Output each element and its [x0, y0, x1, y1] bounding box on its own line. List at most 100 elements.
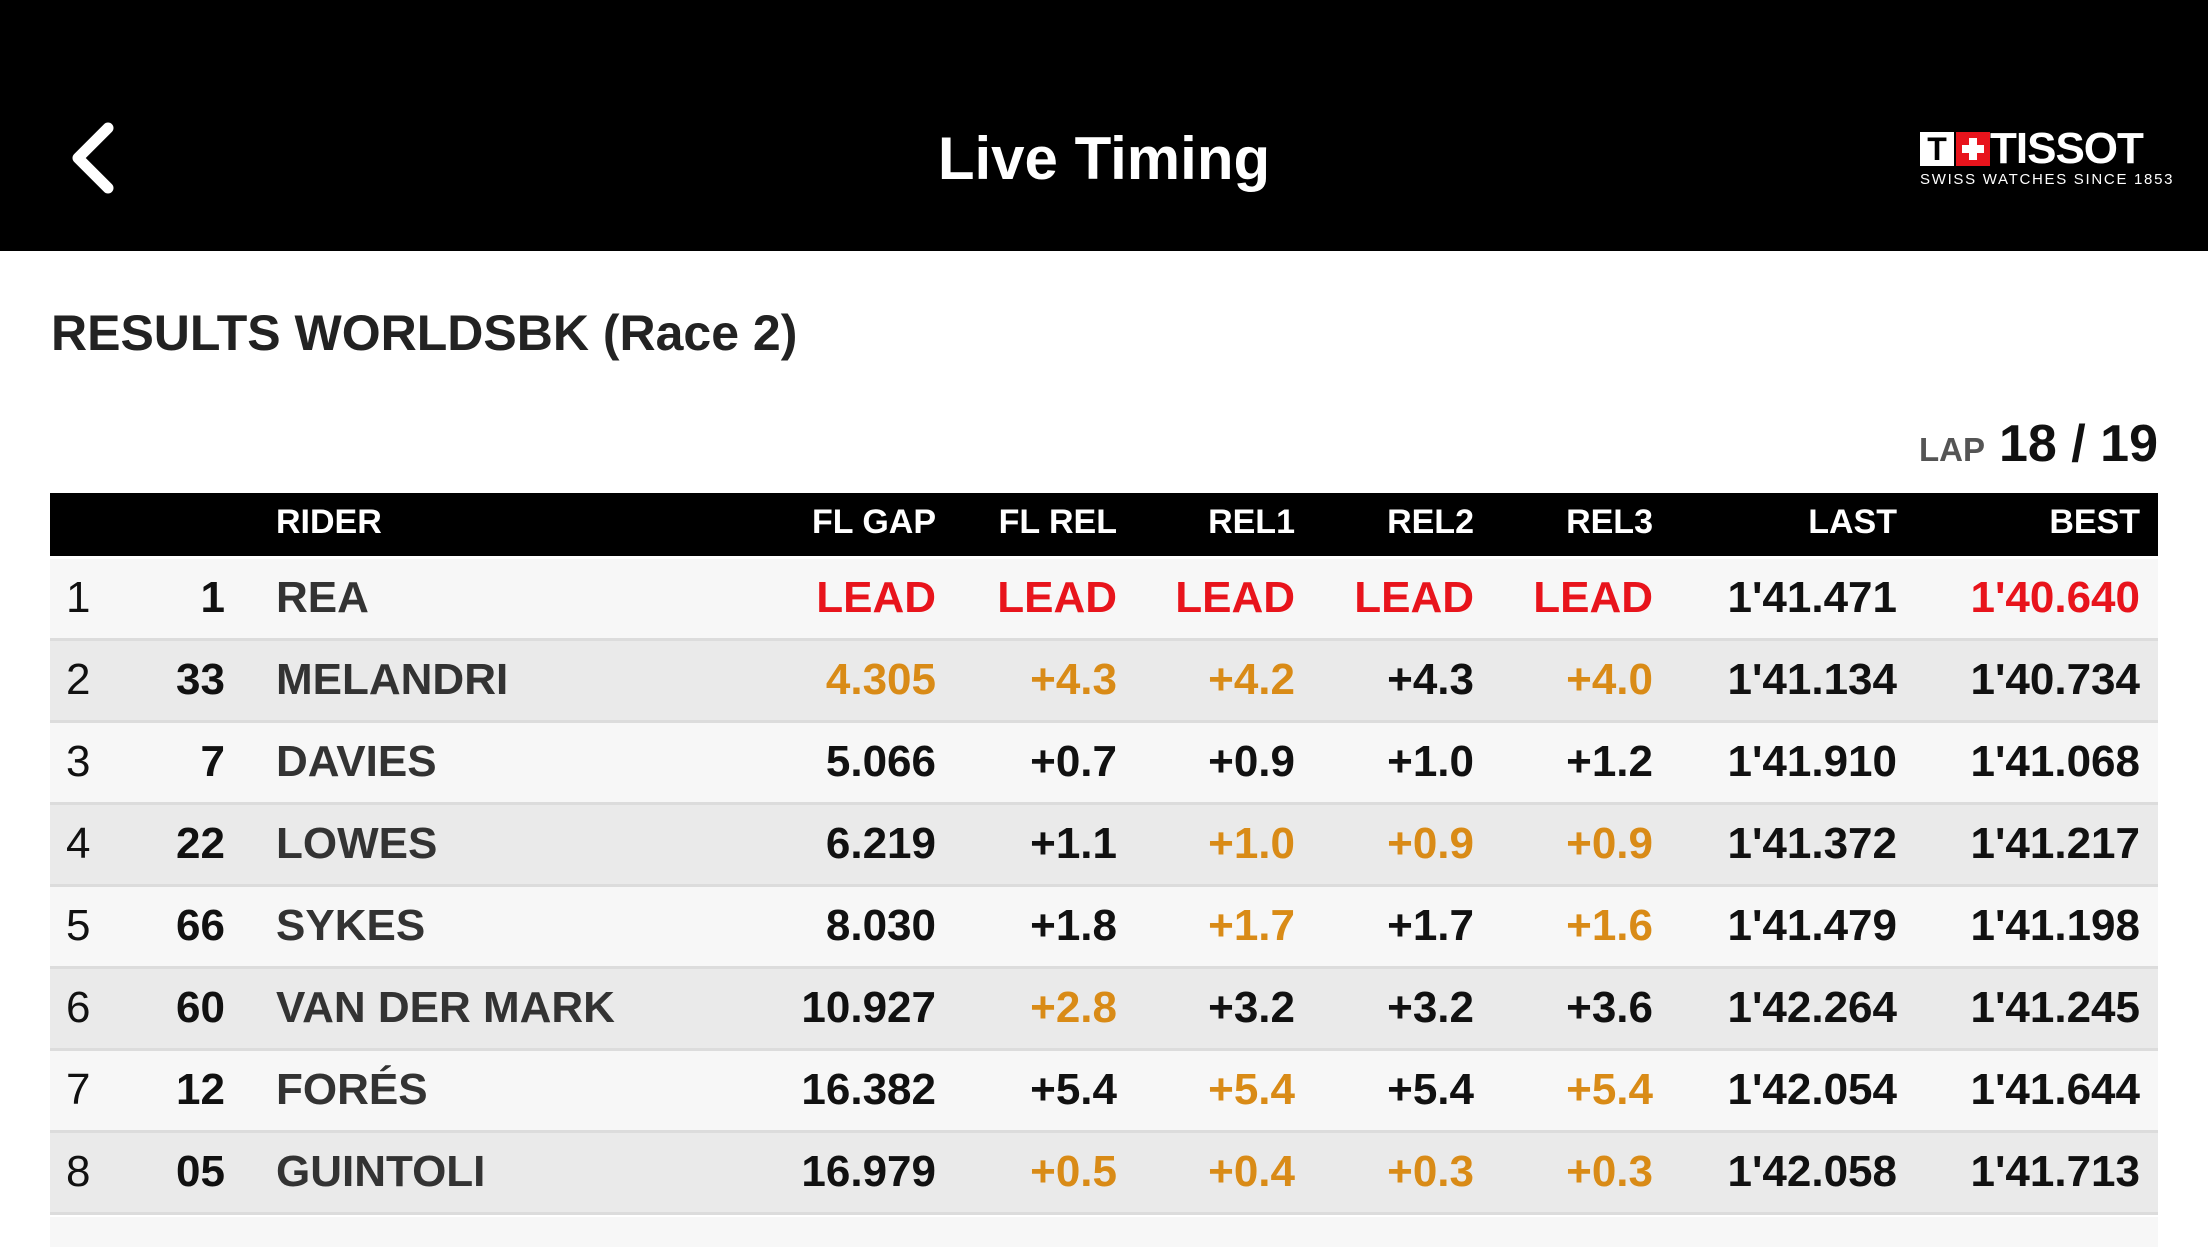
column-header: FL GAP [811, 503, 936, 541]
column-header: BEST [2049, 503, 2140, 541]
rider-name: GUINTOLI [276, 1147, 486, 1196]
timing-cell: LEAD [816, 573, 936, 622]
column-header: LAST [1808, 503, 1897, 541]
results-title: RESULTS WORLDSBK (Race 2) [51, 305, 798, 361]
logo-cross [1956, 132, 1990, 166]
rider-number: 05 [176, 1147, 225, 1196]
timing-cell: +5.4 [1030, 1065, 1117, 1114]
partial-row [50, 1217, 2158, 1247]
timing-cell: +0.3 [1566, 1147, 1653, 1196]
rider-number: 60 [176, 983, 225, 1032]
timing-cell: +3.2 [1208, 983, 1295, 1032]
lap-label: LAP [1918, 431, 1985, 468]
timing-cell: +0.5 [1030, 1147, 1117, 1196]
timing-cell: +1.0 [1387, 737, 1474, 786]
timing-cell: +1.1 [1030, 819, 1117, 868]
timing-cell: +4.3 [1030, 655, 1117, 704]
table-row [50, 1051, 2158, 1133]
rider-number: 7 [200, 737, 225, 786]
timing-cell: 1'40.640 [1970, 573, 2140, 622]
timing-cell: 1'42.054 [1727, 1065, 1897, 1114]
logo: TISSOT [1990, 124, 2144, 173]
rider-number: 33 [176, 655, 225, 704]
table-row [50, 559, 2158, 641]
lap-counter: LAP 18 / 19 [1919, 414, 2158, 474]
timing-cell: 5.066 [825, 737, 936, 786]
timing-cell: +1.0 [1208, 819, 1295, 868]
timing-cell: 16.382 [801, 1065, 936, 1114]
timing-cell: +3.2 [1387, 983, 1474, 1032]
timing-cell: +0.9 [1387, 819, 1474, 868]
column-header: FL REL [998, 503, 1117, 541]
timing-cell: +4.0 [1566, 655, 1653, 704]
position: 7 [66, 1065, 91, 1114]
timing-cell: +5.4 [1208, 1065, 1295, 1114]
timing-cell: +5.4 [1566, 1065, 1653, 1114]
column-header: REL3 [1566, 503, 1653, 541]
timing-cell: 1'41.068 [1970, 737, 2140, 786]
timing-cell: +3.6 [1566, 983, 1653, 1032]
timing-cell: +4.2 [1208, 655, 1295, 704]
timing-cell: +0.9 [1566, 819, 1653, 868]
rider-name: REA [276, 573, 369, 622]
timing-cell: 1'42.058 [1727, 1147, 1897, 1196]
rider-name: DAVIES [276, 737, 437, 786]
timing-cell: 1'41.245 [1970, 983, 2140, 1032]
position: 8 [66, 1147, 91, 1196]
logo-tagline: SWISS WATCHES SINCE 1853 [1920, 171, 2175, 188]
timing-cell: +1.6 [1566, 901, 1653, 950]
timing-cell: 1'41.134 [1727, 655, 1897, 704]
timing-cell: +5.4 [1387, 1065, 1474, 1114]
rider-name: LOWES [276, 819, 438, 868]
table-row [50, 969, 2158, 1051]
timing-cell: +0.9 [1208, 737, 1295, 786]
column-header: RIDER [276, 503, 382, 541]
column-header: REL2 [1387, 503, 1474, 541]
timing-cell: +1.2 [1566, 737, 1653, 786]
rider-number: 1 [200, 573, 225, 622]
timing-cell: 1'41.644 [1970, 1065, 2140, 1114]
rider-number: 12 [176, 1065, 225, 1114]
table-row [50, 887, 2158, 969]
timing-cell: 1'41.198 [1970, 901, 2140, 950]
timing-cell: LEAD [1175, 573, 1295, 622]
table-row [50, 1133, 2158, 1215]
rider-number: 22 [176, 819, 225, 868]
timing-cell: +1.7 [1208, 901, 1295, 950]
top-bar [0, 0, 2208, 251]
column-header: REL1 [1208, 503, 1295, 541]
rider-number: 66 [176, 901, 225, 950]
timing-cell: +0.7 [1030, 737, 1117, 786]
timing-cell: 10.927 [801, 983, 936, 1032]
timing-cell: 1'41.713 [1970, 1147, 2140, 1196]
timing-cell: 1'41.471 [1727, 573, 1897, 622]
table-row [50, 805, 2158, 887]
timing-cell: 8.030 [825, 901, 936, 950]
table-row [50, 723, 2158, 805]
position: 2 [66, 655, 91, 704]
table-row [50, 641, 2158, 723]
timing-cell: +1.8 [1030, 901, 1117, 950]
rider-name: FORÉS [276, 1065, 428, 1114]
position: 5 [66, 901, 91, 950]
timing-cell: +1.7 [1387, 901, 1474, 950]
rider-name: SYKES [276, 901, 426, 950]
timing-cell: 1'40.734 [1970, 655, 2140, 704]
page-title: Live Timing [937, 125, 1271, 192]
logo-mark: T [1920, 132, 1954, 166]
timing-cell: 4.305 [825, 655, 936, 704]
table-header [50, 493, 2158, 556]
timing-cell: LEAD [1354, 573, 1474, 622]
timing-cell: LEAD [997, 573, 1117, 622]
rider-name: VAN DER MARK [276, 983, 615, 1032]
timing-cell: 1'41.479 [1727, 901, 1897, 950]
timing-cell: +0.3 [1387, 1147, 1474, 1196]
back-button[interactable] [64, 122, 118, 194]
timing-cell: +0.4 [1208, 1147, 1295, 1196]
timing-cell: +4.3 [1387, 655, 1474, 704]
timing-cell: LEAD [1533, 573, 1653, 622]
timing-cell: 16.979 [801, 1147, 936, 1196]
position: 3 [66, 737, 91, 786]
position: 4 [66, 819, 91, 868]
